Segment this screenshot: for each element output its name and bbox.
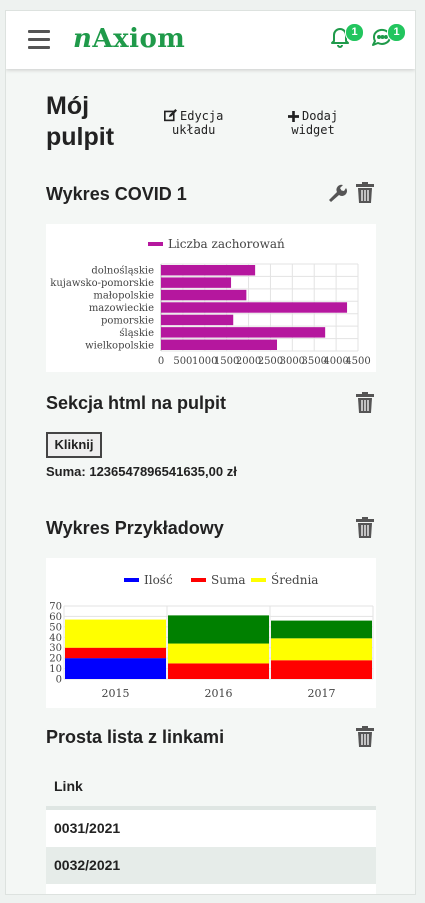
bell-icon [331,28,349,48]
y-tick-label: 30 [49,643,62,654]
wrench-icon[interactable] [327,183,347,203]
plus-icon [288,111,299,122]
x-tick-label: 3500 [301,356,326,367]
x-tick-label: 2000 [236,356,261,367]
legend-swatch [124,578,139,582]
messages-button[interactable]: 1 [370,23,406,51]
y-tick-label: dolnośląskie [91,266,154,277]
legend-label: Suma [211,573,245,587]
y-tick-label: 50 [49,622,62,633]
links-table-header: Link [46,766,376,810]
y-tick-label: małopolskie [93,291,154,302]
trash-icon[interactable] [356,726,374,747]
trash-icon[interactable] [356,182,374,203]
bar-segment [65,619,166,648]
y-tick-label: śląskie [119,328,154,339]
trash-icon[interactable] [356,392,374,413]
bar-segment [271,620,372,639]
x-tick-label: 1500 [214,356,239,367]
bar-segment [271,660,372,679]
x-tick-label: 4000 [323,356,348,367]
y-tick-label: kujawsko-pomorskie [50,278,154,289]
table-row [46,884,376,894]
legend-label: Ilość [144,573,173,587]
y-tick-label: 70 [49,602,62,613]
x-tick-label: 500 [173,356,192,367]
edit-icon [164,109,177,122]
x-tick-label: 0 [158,356,164,367]
page-title: Mój pulpit [46,92,115,151]
bar-segment [168,663,269,679]
covid-chart-card: Liczba zachorowań 0 500 1000 1500 2000 2500 300… [46,224,376,372]
app-logo[interactable]: nAxiom [73,24,186,54]
y-tick-label: 60 [49,612,62,623]
trash-icon[interactable] [356,517,374,538]
x-tick-label: 2500 [258,356,283,367]
x-tick-label: 4500 [345,356,370,367]
y-tick-label: 20 [49,654,62,665]
x-tick-label: 2015 [102,687,130,700]
bar [161,327,326,338]
example-widget-title: Wykres Przykładowy [46,518,224,538]
html-widget-title: Sekcja html na pulpit [46,393,227,413]
legend-label: Liczba zachorowań [168,237,285,251]
legend-swatch [148,242,163,246]
links-widget-title: Prosta lista z linkami [46,727,225,747]
app-frame: nAxiom 1 1 Mój pulpit Edycja układu Dodaj… [5,10,416,895]
top-bar: nAxiom 1 1 [6,11,415,69]
legend-label: Średnia [271,571,318,587]
bar [161,289,247,301]
bar-segment [65,658,166,679]
legend-swatch [191,578,206,582]
add-widget-button[interactable]: Dodaj widget [288,109,338,137]
bar [161,339,278,350]
bar [161,265,256,276]
y-tick-label: mazowieckie [89,303,154,314]
menu-icon[interactable] [28,30,50,49]
sum-text: Suma: 1236547896541635,00 zł [46,464,237,479]
x-tick-label: 1000 [192,356,217,367]
kliknij-button[interactable]: Kliknij [46,432,102,458]
example-chart-card: Ilość Suma Średnia 0 10 20 30 40 50 60 70 2015 2016 2… [46,558,376,708]
bar [161,302,348,313]
links-table: Link 0031/2021 0032/2021 [46,766,376,894]
y-tick-label: 40 [49,633,62,644]
y-tick-label: wielkopolskie [85,340,154,351]
y-tick-label: 0 [56,675,62,686]
bar-segment [65,647,166,659]
x-tick-label: 2016 [205,687,233,700]
y-tick-label: pomorskie [101,315,154,326]
bar [161,314,234,326]
bar [161,277,232,288]
edit-layout-button[interactable]: Edycja układu [164,109,223,137]
notifications-badge: 1 [345,23,364,42]
y-tick-label: 10 [49,664,62,675]
notifications-button[interactable]: 1 [328,23,364,51]
table-row[interactable]: 0032/2021 [46,847,376,884]
x-tick-label: 2017 [308,687,336,700]
bar-segment [168,615,269,644]
bar-segment [168,643,269,664]
table-row[interactable]: 0031/2021 [46,810,376,847]
x-tick-label: 3000 [280,356,305,367]
bar-segment [271,638,372,661]
messages-badge: 1 [387,23,406,42]
covid-chart: Liczba zachorowań 0 500 1000150020002500300… [50,237,370,367]
legend-swatch [251,578,266,582]
covid-widget-title: Wykres COVID 1 [46,184,187,204]
